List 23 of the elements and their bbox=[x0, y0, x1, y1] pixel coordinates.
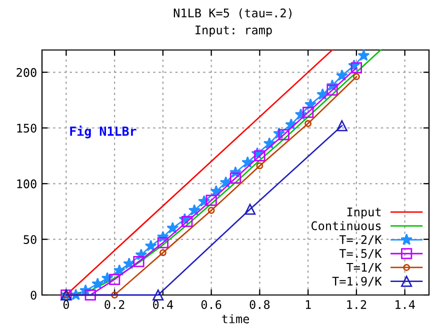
y-tick-label: 150 bbox=[17, 124, 36, 133]
legend-label: T=.5/K bbox=[339, 249, 382, 259]
x-tick-label: 0.8 bbox=[250, 300, 270, 310]
chart-title: N1LB K=5 (tau=.2) bbox=[174, 8, 292, 19]
x-tick-label: 1.4 bbox=[396, 300, 415, 309]
y-tick-label: 100 bbox=[17, 179, 36, 188]
legend-label: T=1.9/K bbox=[332, 276, 382, 287]
legend-label: T=1/K bbox=[346, 263, 382, 273]
x-axis-title: time bbox=[222, 314, 250, 324]
legend-label: Continuous bbox=[312, 221, 381, 230]
y-tick-label: 0 bbox=[30, 290, 36, 300]
x-tick-label: 0.2 bbox=[104, 300, 124, 310]
x-tick-label: 0.4 bbox=[153, 300, 174, 310]
x-tick-label: 0.6 bbox=[201, 300, 222, 310]
x-tick-label: 1 bbox=[306, 300, 311, 309]
y-tick-label: 200 bbox=[16, 68, 36, 77]
y-tick-label: 50 bbox=[24, 235, 36, 244]
x-tick-label: 0 bbox=[63, 300, 69, 310]
legend-label: T=.2/K bbox=[339, 235, 382, 246]
legend-label: Input bbox=[347, 208, 381, 219]
annotation: Fig N1LBr bbox=[70, 126, 136, 138]
chart-subtitle: Input: ramp bbox=[196, 26, 272, 37]
x-tick-label: 1.2 bbox=[347, 300, 366, 309]
